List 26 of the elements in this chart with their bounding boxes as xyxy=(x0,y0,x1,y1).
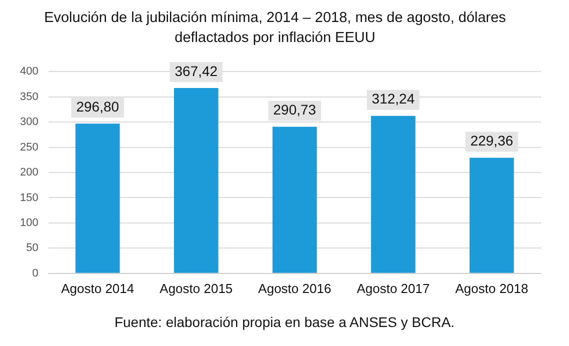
data-label: 290,73 xyxy=(273,102,316,118)
y-tick-label: 200 xyxy=(20,166,38,179)
y-tick-label: 400 xyxy=(20,66,38,78)
y-tick-label: 100 xyxy=(20,216,38,229)
data-label: 229,36 xyxy=(470,132,514,149)
bar xyxy=(470,158,514,273)
bar xyxy=(75,124,120,273)
data-label: 312,24 xyxy=(372,90,415,107)
x-tick-label: Agosto 2015 xyxy=(160,280,233,296)
chart-title: Evolución de la jubilación mínima, 2014 – 2018, mes de agosto, dólares deflactados por inflación EEUU xyxy=(43,9,507,48)
source-note: Fuente: elaboración propia en base a ANSES y BCRA. xyxy=(113,314,456,330)
bar xyxy=(371,116,416,273)
x-tick-label: Agosto 2016 xyxy=(258,280,332,296)
y-tick-label: 300 xyxy=(20,116,38,128)
bar xyxy=(272,126,317,273)
y-tick-label: 250 xyxy=(20,141,38,154)
x-tick-label: Agosto 2018 xyxy=(455,280,528,296)
y-tick-label: 150 xyxy=(20,192,38,204)
y-tick-label: 350 xyxy=(20,90,38,103)
data-label: 296,80 xyxy=(76,98,120,115)
x-tick-label: Agosto 2017 xyxy=(356,280,430,296)
y-tick-label: 50 xyxy=(26,242,38,254)
data-label: 367,42 xyxy=(174,62,218,79)
bar xyxy=(174,88,218,273)
x-tick-label: Agosto 2014 xyxy=(61,280,134,296)
y-tick-label: 0 xyxy=(32,267,38,280)
